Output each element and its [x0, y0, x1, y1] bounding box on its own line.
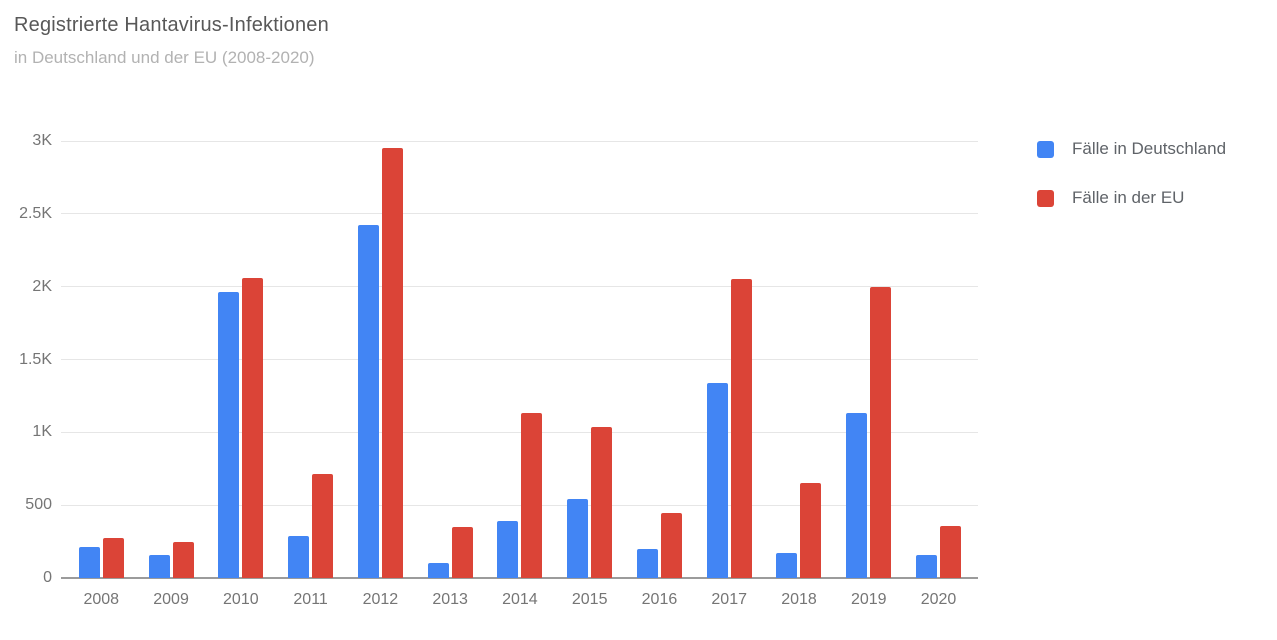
x-axis-tick-2012: 2012	[362, 591, 399, 608]
x-axis-tick-2019: 2019	[850, 591, 887, 608]
legend-label-eu: Fälle in der EU	[1072, 188, 1185, 207]
y-axis-tick-1K: 1K	[32, 423, 52, 441]
y-axis-tick-2.5K: 2.5K	[19, 204, 52, 222]
gridline-3K	[61, 140, 978, 142]
x-axis-tick-2009: 2009	[153, 591, 189, 608]
x-axis-tick-2010: 2010	[223, 591, 259, 608]
bar-deutschland-2014[interactable]	[497, 521, 519, 578]
bar-eu-2017[interactable]	[730, 278, 752, 578]
y-axis-tick-1.5K: 1.5K	[19, 350, 52, 368]
chart-subtitle: in Deutschland und der EU (2008-2020)	[14, 48, 315, 67]
x-axis-tick-2018: 2018	[781, 591, 817, 608]
bar-eu-2016[interactable]	[660, 513, 682, 578]
x-axis-tick-2011: 2011	[293, 591, 328, 608]
bar-eu-2008[interactable]	[102, 537, 124, 578]
bar-deutschland-2018[interactable]	[776, 553, 798, 578]
gridline-500	[61, 504, 978, 506]
bar-deutschland-2009[interactable]	[148, 555, 170, 578]
bar-deutschland-2020[interactable]	[916, 554, 938, 578]
x-axis-tick-2014: 2014	[502, 591, 538, 608]
bar-eu-2020[interactable]	[940, 525, 962, 578]
legend-label-deutschland: Fälle in Deutschland	[1072, 139, 1227, 158]
bar-eu-2014[interactable]	[521, 412, 543, 578]
plot-area: 0 500 1K 1.5K 2K 2.5K 3K 2008 2009 2010 2011 2012 20…	[19, 132, 978, 608]
bar-deutschland-2011[interactable]	[288, 536, 310, 578]
chart-title: Registrierte Hantavirus-Infektionen	[14, 14, 329, 36]
bar-eu-2012[interactable]	[381, 148, 403, 578]
x-axis-tick-2016: 2016	[641, 591, 678, 608]
bar-eu-2015[interactable]	[591, 426, 613, 578]
x-axis-tick-2015: 2015	[571, 591, 608, 608]
x-axis-line	[61, 577, 978, 579]
legend-swatch-eu-icon	[1037, 189, 1054, 207]
bar-eu-2009[interactable]	[172, 541, 194, 578]
bar-deutschland-2017[interactable]	[706, 382, 728, 578]
legend-item-deutschland: Fälle in Deutschland	[1037, 139, 1226, 159]
y-axis-tick-2K: 2K	[32, 277, 52, 295]
bar-deutschland-2019[interactable]	[846, 413, 868, 578]
legend: Fälle in Deutschland Fälle in der EU	[1037, 139, 1226, 237]
bar-eu-2013[interactable]	[451, 527, 473, 578]
bar-deutschland-2012[interactable]	[357, 225, 379, 578]
y-axis-tick-500: 500	[25, 496, 52, 514]
y-axis-tick-0: 0	[43, 569, 52, 586]
gridline-2.5K	[61, 213, 978, 215]
bar-deutschland-2015[interactable]	[567, 498, 589, 578]
x-axis-tick-2008: 2008	[83, 591, 120, 608]
bar-eu-2011[interactable]	[312, 473, 334, 578]
bar-eu-2010[interactable]	[242, 277, 264, 578]
bar-deutschland-2008[interactable]	[78, 546, 100, 578]
bar-deutschland-2010[interactable]	[218, 292, 240, 578]
gridline-1.5K	[61, 359, 978, 360]
bar-eu-2018[interactable]	[800, 482, 822, 578]
x-axis-tick-2013: 2013	[432, 591, 468, 608]
bar-deutschland-2013[interactable]	[427, 562, 449, 578]
legend-swatch-deutschland-icon	[1037, 140, 1054, 158]
y-axis-tick-3K: 3K	[32, 132, 52, 149]
bar-deutschland-2016[interactable]	[636, 548, 658, 578]
gridline-1K	[61, 431, 978, 433]
legend-item-eu: Fälle in der EU	[1037, 188, 1226, 208]
x-axis-tick-2020: 2020	[920, 591, 957, 608]
gridline-2K	[61, 286, 978, 288]
bar-eu-2019[interactable]	[870, 287, 892, 578]
x-axis-tick-2017: 2017	[711, 591, 747, 608]
